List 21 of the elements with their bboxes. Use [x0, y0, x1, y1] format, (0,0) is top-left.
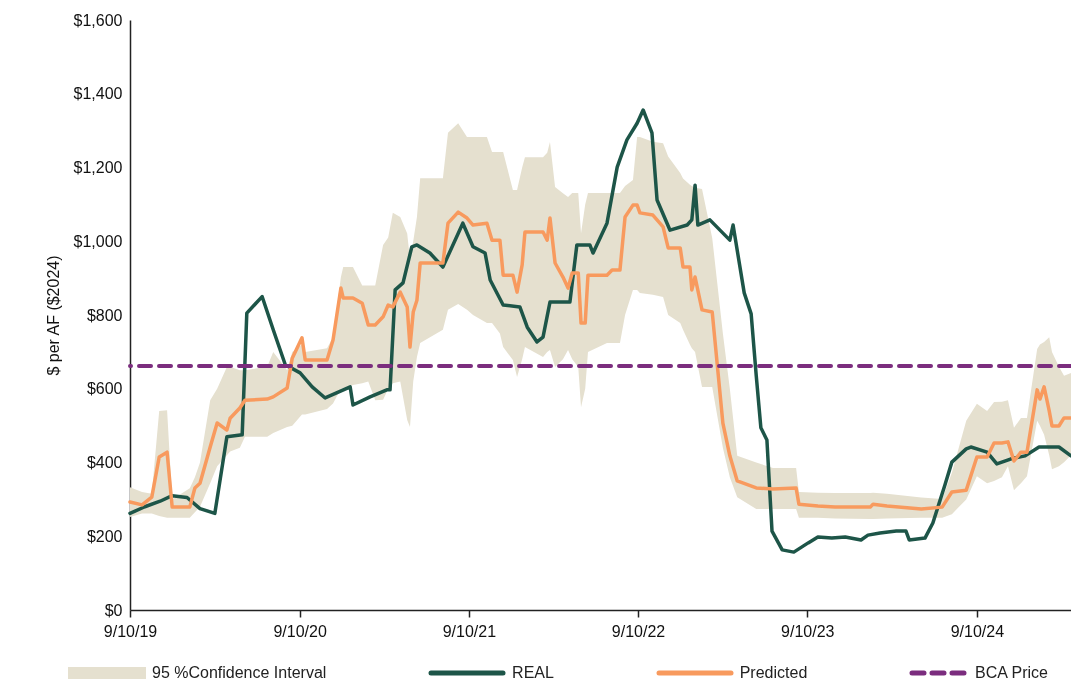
y-tick-label: $1,400: [73, 85, 123, 103]
legend-label: REAL: [512, 664, 554, 682]
legend-label: Predicted: [739, 664, 808, 682]
y-axis-title: $ per AF ($2024): [44, 255, 62, 376]
y-tick-label: $400: [86, 454, 123, 471]
y-tick-label: $600: [86, 380, 123, 398]
legend-label: BCA Price: [975, 664, 1048, 682]
y-tick-label: $0: [104, 601, 123, 619]
line-series: [128, 203, 1071, 511]
x-tick-label: 9/10/19: [103, 622, 158, 640]
x-tick-label: 9/10/24: [950, 622, 1005, 640]
y-tick-label: $1,600: [73, 11, 123, 29]
x-tick-label: 9/10/22: [611, 622, 666, 640]
x-tick-label: 9/10/21: [442, 622, 497, 640]
y-tick-label: $1,200: [73, 159, 123, 176]
x-tick-label: 9/10/23: [781, 622, 835, 640]
x-tick-label: 9/10/20: [273, 622, 327, 640]
y-tick-label: $200: [86, 527, 123, 545]
y-tick-label: $1,000: [73, 232, 123, 250]
text: 95 %Confidence Interval: [152, 664, 327, 682]
y-tick-label: $800: [86, 306, 123, 324]
